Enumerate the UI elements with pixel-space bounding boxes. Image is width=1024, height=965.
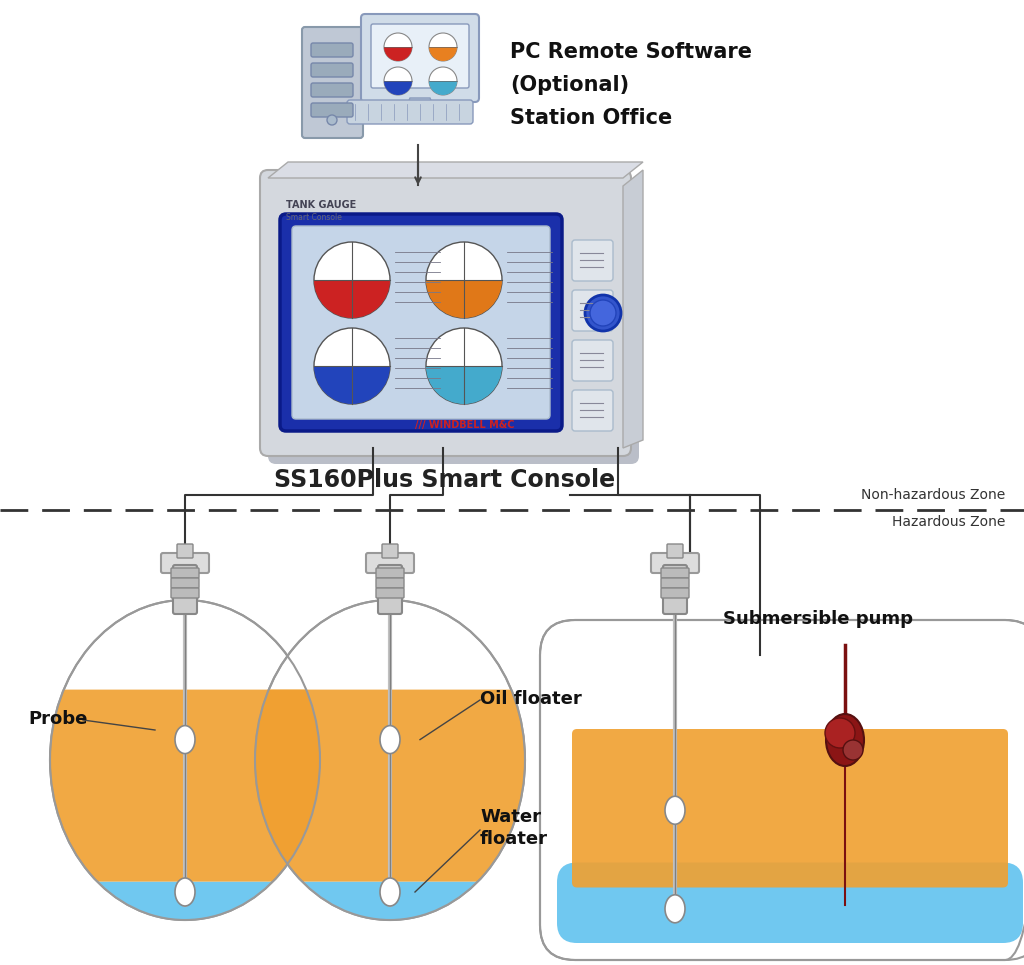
FancyBboxPatch shape (663, 565, 687, 614)
FancyBboxPatch shape (376, 588, 404, 598)
Text: Oil floater: Oil floater (480, 690, 582, 708)
FancyBboxPatch shape (280, 214, 562, 431)
FancyBboxPatch shape (268, 178, 639, 464)
Wedge shape (384, 47, 412, 61)
Wedge shape (426, 366, 502, 404)
FancyBboxPatch shape (347, 100, 473, 124)
Circle shape (426, 242, 502, 318)
Circle shape (825, 718, 855, 748)
Circle shape (327, 115, 337, 125)
Wedge shape (429, 81, 457, 95)
Text: Hazardous Zone: Hazardous Zone (892, 515, 1005, 529)
FancyBboxPatch shape (366, 553, 414, 573)
FancyBboxPatch shape (177, 544, 193, 558)
Ellipse shape (665, 895, 685, 923)
Text: Smart Console: Smart Console (286, 213, 342, 222)
Circle shape (429, 67, 457, 95)
FancyBboxPatch shape (572, 290, 613, 331)
FancyBboxPatch shape (361, 14, 479, 102)
Text: Probe: Probe (28, 710, 87, 728)
FancyBboxPatch shape (667, 544, 683, 558)
Wedge shape (314, 280, 390, 318)
Text: Station Office: Station Office (510, 108, 672, 128)
FancyBboxPatch shape (171, 588, 199, 598)
FancyBboxPatch shape (662, 588, 689, 598)
Text: TANK GAUGE: TANK GAUGE (286, 200, 356, 210)
FancyBboxPatch shape (171, 568, 199, 578)
FancyBboxPatch shape (572, 390, 613, 431)
Ellipse shape (175, 726, 195, 754)
Ellipse shape (665, 796, 685, 824)
FancyBboxPatch shape (378, 565, 402, 614)
Text: /// WINDBELL M&C: /// WINDBELL M&C (415, 420, 514, 430)
Circle shape (843, 740, 863, 760)
FancyBboxPatch shape (572, 340, 613, 381)
Polygon shape (50, 690, 319, 882)
Polygon shape (255, 690, 525, 882)
Text: SS160Plus Smart Console: SS160Plus Smart Console (274, 468, 615, 492)
Ellipse shape (255, 600, 525, 920)
Polygon shape (406, 98, 435, 110)
Circle shape (384, 33, 412, 61)
Polygon shape (623, 170, 643, 448)
FancyBboxPatch shape (260, 170, 631, 456)
FancyBboxPatch shape (388, 106, 452, 118)
Circle shape (314, 242, 390, 318)
Text: Submersible pump: Submersible pump (723, 610, 913, 628)
Ellipse shape (826, 714, 864, 766)
FancyBboxPatch shape (376, 578, 404, 588)
FancyBboxPatch shape (662, 578, 689, 588)
FancyBboxPatch shape (311, 103, 353, 117)
FancyBboxPatch shape (371, 24, 469, 88)
FancyBboxPatch shape (651, 553, 699, 573)
Polygon shape (97, 882, 272, 920)
Circle shape (590, 300, 616, 326)
FancyBboxPatch shape (540, 620, 1024, 960)
FancyBboxPatch shape (302, 27, 362, 138)
FancyBboxPatch shape (292, 226, 550, 419)
Circle shape (429, 33, 457, 61)
Circle shape (314, 328, 390, 404)
FancyBboxPatch shape (572, 240, 613, 281)
FancyBboxPatch shape (572, 729, 1008, 888)
Polygon shape (302, 882, 478, 920)
FancyBboxPatch shape (171, 578, 199, 588)
FancyBboxPatch shape (376, 568, 404, 578)
FancyBboxPatch shape (311, 63, 353, 77)
Wedge shape (384, 81, 412, 95)
FancyBboxPatch shape (382, 544, 398, 558)
Text: (Optional): (Optional) (510, 75, 629, 95)
Text: Water
floater: Water floater (480, 808, 548, 848)
Wedge shape (314, 366, 390, 404)
FancyBboxPatch shape (311, 43, 353, 57)
FancyBboxPatch shape (173, 565, 197, 614)
Text: Non-hazardous Zone: Non-hazardous Zone (861, 488, 1005, 502)
Text: PC Remote Software: PC Remote Software (510, 42, 752, 62)
FancyBboxPatch shape (311, 83, 353, 97)
Ellipse shape (175, 878, 195, 906)
Polygon shape (268, 162, 643, 178)
Ellipse shape (380, 726, 400, 754)
Wedge shape (426, 280, 502, 318)
Ellipse shape (380, 878, 400, 906)
FancyBboxPatch shape (557, 863, 1023, 943)
Ellipse shape (50, 600, 319, 920)
Wedge shape (429, 47, 457, 61)
FancyBboxPatch shape (161, 553, 209, 573)
Circle shape (426, 328, 502, 404)
Circle shape (585, 295, 621, 331)
Circle shape (384, 67, 412, 95)
FancyBboxPatch shape (662, 568, 689, 578)
